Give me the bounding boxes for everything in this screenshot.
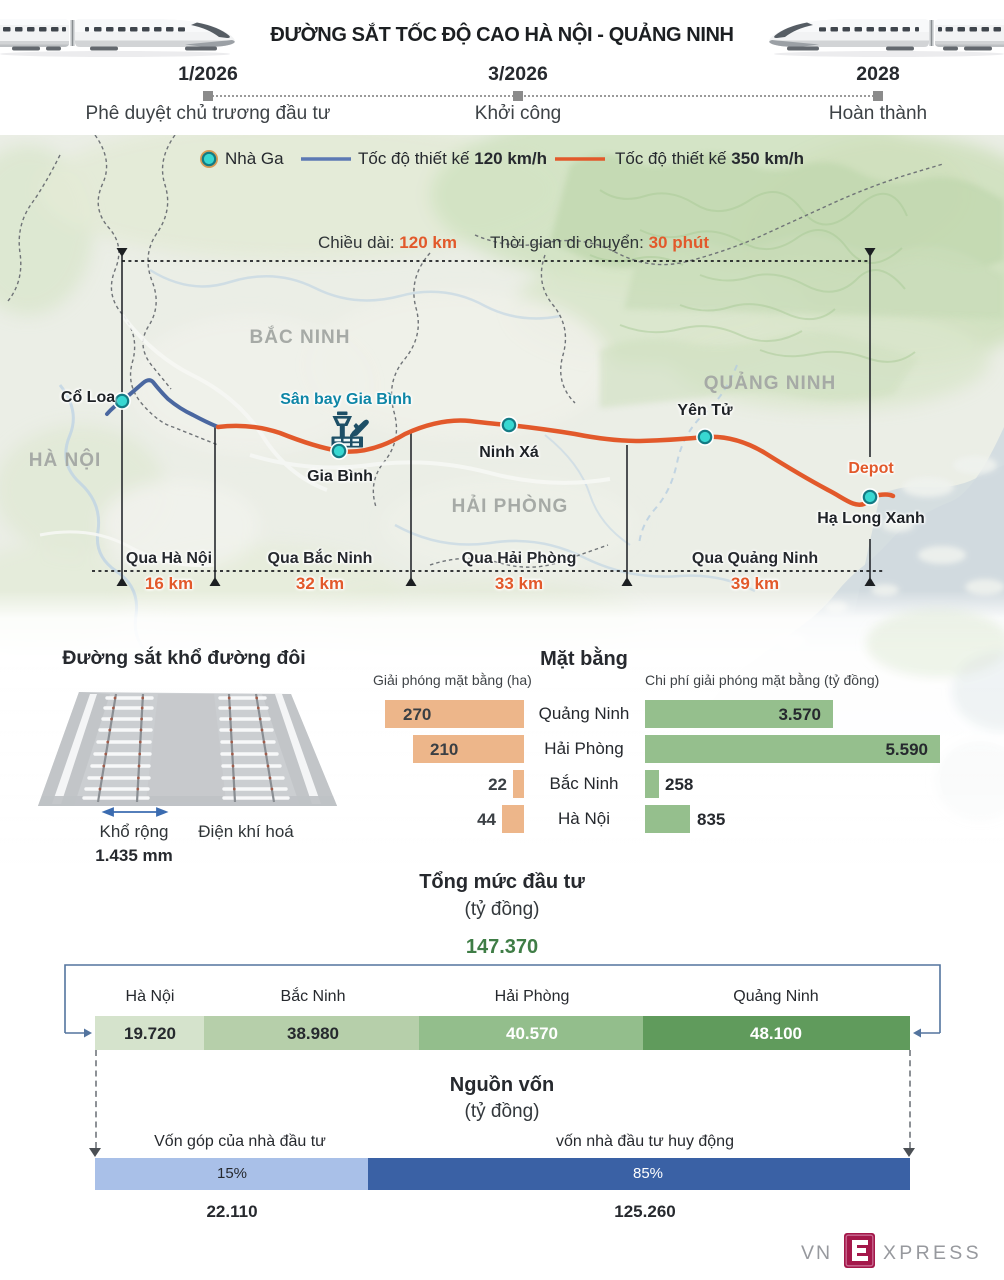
svg-text:XPRESS: XPRESS [883, 1242, 982, 1264]
svg-text:VN: VN [801, 1242, 832, 1264]
